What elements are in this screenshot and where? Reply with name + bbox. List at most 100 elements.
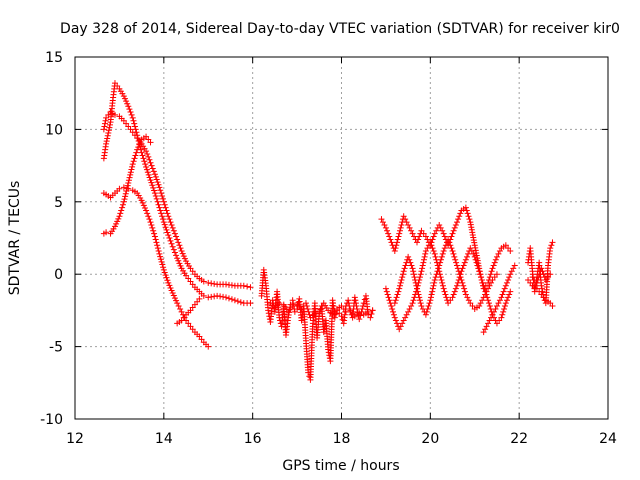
data-point — [441, 233, 448, 240]
data-point — [538, 265, 545, 272]
data-point — [176, 260, 183, 267]
data-point — [145, 213, 152, 220]
data-point — [159, 195, 166, 202]
data-point — [453, 262, 460, 269]
data-point — [548, 242, 555, 249]
data-point — [547, 245, 554, 252]
data-point — [540, 271, 547, 278]
data-point — [142, 161, 149, 168]
data-point — [178, 248, 185, 255]
data-point — [488, 268, 495, 275]
data-point — [450, 250, 457, 257]
data-point — [111, 223, 118, 230]
data-point — [447, 242, 454, 249]
data-point — [417, 271, 424, 278]
data-point — [367, 314, 374, 321]
data-point — [171, 230, 178, 237]
data-point — [419, 262, 426, 269]
data-point — [430, 233, 437, 240]
data-point — [144, 210, 151, 217]
data-point — [125, 177, 132, 184]
data-point — [465, 250, 472, 257]
data-point — [345, 300, 352, 307]
data-point — [351, 294, 358, 301]
data-point — [406, 256, 413, 263]
data-point — [490, 262, 497, 269]
data-point — [174, 236, 181, 243]
data-point — [437, 224, 444, 231]
data-point — [495, 300, 502, 307]
data-point — [412, 291, 419, 298]
data-point — [498, 294, 505, 301]
data-point — [439, 227, 446, 234]
data-point — [415, 236, 422, 243]
data-point — [402, 314, 409, 321]
data-point — [123, 98, 130, 105]
data-point — [169, 243, 176, 250]
data-point — [170, 227, 177, 234]
data-point — [400, 268, 407, 275]
data-point — [428, 242, 435, 249]
series-sat-n — [529, 265, 554, 286]
data-point — [399, 274, 406, 281]
data-point — [147, 159, 154, 166]
data-point — [500, 288, 507, 295]
data-point — [144, 169, 151, 176]
data-point — [451, 288, 458, 295]
data-point — [452, 256, 459, 263]
data-point — [149, 224, 156, 231]
data-point — [365, 308, 372, 315]
data-point — [124, 185, 131, 192]
data-point — [180, 253, 187, 260]
data-point — [154, 245, 161, 252]
data-point — [417, 300, 424, 307]
y-tick-label: -10 — [40, 412, 63, 428]
data-point — [151, 187, 158, 194]
data-point — [423, 308, 430, 315]
data-point — [113, 220, 120, 227]
data-point — [399, 320, 406, 327]
data-point — [409, 265, 416, 272]
data-point — [290, 300, 297, 307]
data-point — [487, 271, 494, 278]
data-point — [505, 294, 512, 301]
data-point — [394, 291, 401, 298]
data-point — [482, 326, 489, 333]
data-point — [464, 210, 471, 217]
data-point — [427, 297, 434, 304]
data-point — [151, 190, 158, 197]
data-point — [152, 236, 159, 243]
data-point — [431, 250, 438, 257]
data-point — [143, 148, 150, 155]
data-point — [158, 210, 165, 217]
data-point — [457, 271, 464, 278]
data-point — [465, 297, 472, 304]
plot-frame — [74, 56, 609, 420]
data-point — [368, 311, 375, 318]
data-point — [505, 276, 512, 283]
data-point — [139, 152, 146, 159]
data-point — [408, 227, 415, 234]
data-point — [467, 245, 474, 252]
data-point — [435, 265, 442, 272]
data-point — [149, 182, 156, 189]
data-point — [157, 187, 164, 194]
data-point — [477, 271, 484, 278]
x-tick-label: 16 — [244, 431, 262, 447]
data-point — [118, 207, 125, 214]
data-point — [455, 276, 462, 283]
data-point — [159, 193, 166, 200]
data-point — [461, 288, 468, 295]
data-point — [153, 176, 160, 183]
data-point — [419, 265, 426, 272]
data-point — [501, 305, 508, 312]
data-point — [413, 288, 420, 295]
data-point — [166, 216, 173, 223]
data-point — [483, 323, 490, 330]
data-point — [456, 213, 463, 220]
data-point — [200, 278, 207, 285]
data-point — [141, 204, 148, 211]
series-sat-b — [100, 109, 254, 291]
data-point — [388, 239, 395, 246]
data-point — [471, 253, 478, 260]
